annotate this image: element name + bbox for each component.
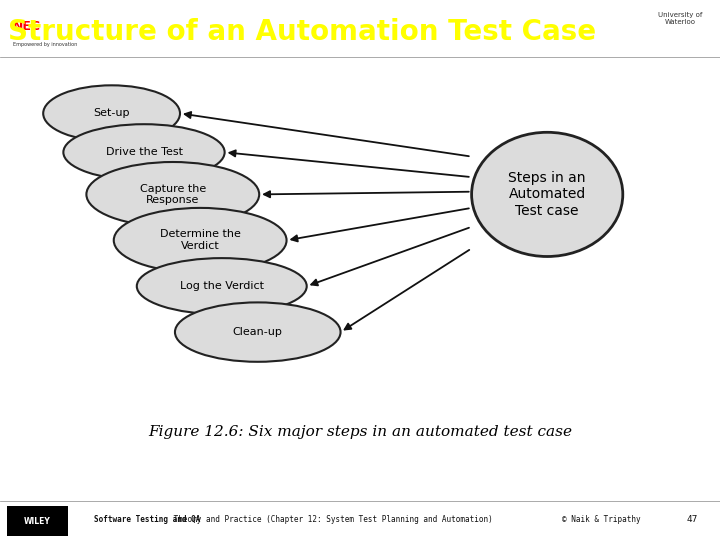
Text: Determine the
Verdict: Determine the Verdict bbox=[160, 230, 240, 251]
Text: © Naik & Tripathy: © Naik & Tripathy bbox=[562, 515, 640, 524]
Text: Capture the
Response: Capture the Response bbox=[140, 184, 206, 205]
Ellipse shape bbox=[43, 85, 180, 141]
Ellipse shape bbox=[175, 302, 341, 362]
Ellipse shape bbox=[472, 132, 623, 256]
Ellipse shape bbox=[63, 124, 225, 180]
Text: Software Testing and QA: Software Testing and QA bbox=[94, 515, 200, 524]
FancyBboxPatch shape bbox=[7, 506, 68, 536]
Ellipse shape bbox=[114, 208, 287, 273]
Text: Empowered by innovation: Empowered by innovation bbox=[13, 42, 77, 47]
Ellipse shape bbox=[137, 258, 307, 314]
Text: Steps in an
Automated
Test case: Steps in an Automated Test case bbox=[508, 171, 586, 218]
Text: Structure of an Automation Test Case: Structure of an Automation Test Case bbox=[9, 18, 596, 46]
Text: University of
Waterloo: University of Waterloo bbox=[658, 12, 703, 25]
Text: Drive the Test: Drive the Test bbox=[106, 147, 182, 157]
Text: Set-up: Set-up bbox=[94, 109, 130, 118]
Text: Figure 12.6: Six major steps in an automated test case: Figure 12.6: Six major steps in an autom… bbox=[148, 425, 572, 439]
Text: WILEY: WILEY bbox=[24, 517, 51, 525]
Text: Log the Verdict: Log the Verdict bbox=[180, 281, 264, 291]
Text: NEC: NEC bbox=[13, 21, 41, 33]
Text: Theory and Practice (Chapter 12: System Test Planning and Automation): Theory and Practice (Chapter 12: System … bbox=[169, 515, 493, 524]
Ellipse shape bbox=[86, 162, 259, 227]
Text: Clean-up: Clean-up bbox=[233, 327, 283, 337]
Text: 47: 47 bbox=[687, 515, 698, 524]
